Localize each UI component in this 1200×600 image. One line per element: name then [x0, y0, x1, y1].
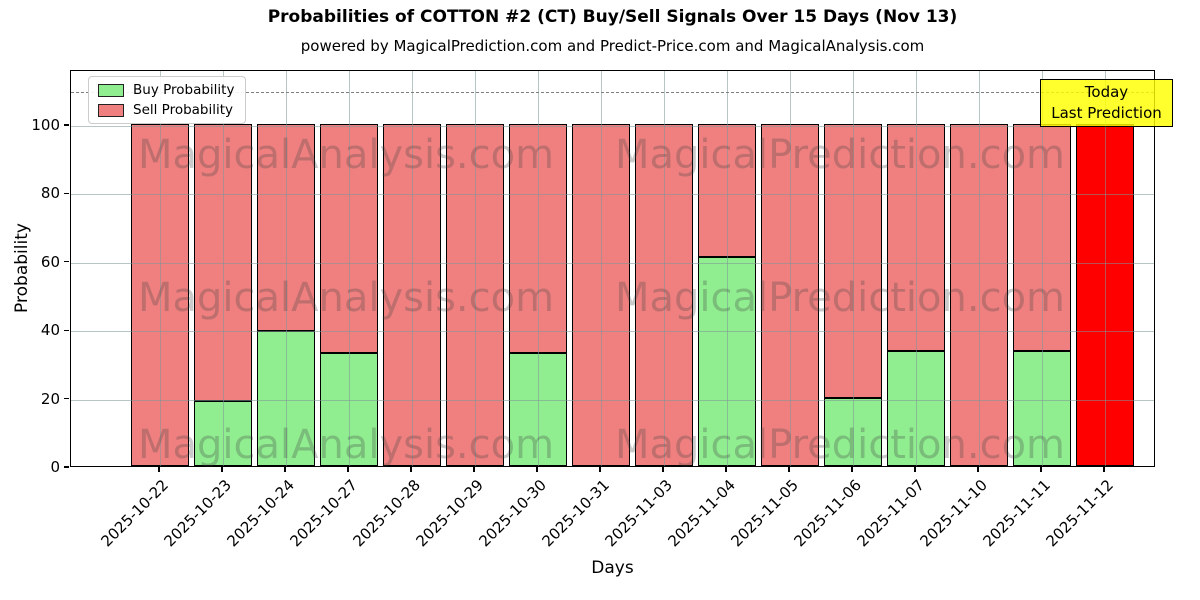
x-gridline: [475, 71, 476, 466]
x-gridline: [790, 71, 791, 466]
y-tick-mark: [64, 192, 69, 195]
x-gridline: [412, 71, 413, 466]
x-tick-mark: [1103, 467, 1105, 472]
x-tick-mark: [977, 467, 979, 472]
x-tick-label: 2025-10-23: [160, 476, 235, 551]
x-tick-label: 2025-10-22: [97, 476, 172, 551]
x-gridline: [664, 71, 665, 466]
y-tick-mark: [64, 397, 69, 400]
x-tick-label: 2025-10-30: [475, 476, 550, 551]
guide-dashed-line: [71, 91, 1154, 93]
y-tick-mark: [64, 466, 69, 468]
x-tick-mark: [536, 467, 538, 472]
y-tick-label: 0: [50, 458, 60, 476]
legend-label: Sell Probability: [133, 102, 234, 118]
legend-item-sell: Sell Probability: [98, 103, 234, 117]
y-gridline: [71, 194, 1154, 196]
x-tick-mark: [725, 467, 727, 472]
x-tick-label: 2025-11-04: [664, 476, 739, 551]
x-gridline: [538, 71, 539, 466]
today-annotation-box: Today Last Prediction: [1040, 79, 1173, 127]
legend-label: Buy Probability: [133, 82, 235, 98]
y-tick-label: 100: [31, 116, 60, 134]
x-tick-mark: [662, 467, 664, 472]
sell-swatch-icon: [98, 103, 124, 117]
y-gridline: [71, 126, 1154, 127]
x-tick-label: 2025-11-10: [916, 476, 991, 551]
x-gridline: [160, 71, 161, 466]
x-axis-label: Days: [591, 558, 634, 578]
chart-title: Probabilities of COTTON #2 (CT) Buy/Sell…: [267, 7, 958, 27]
y-tick-label: 20: [40, 389, 60, 408]
x-tick-label: 2025-10-31: [538, 476, 613, 551]
x-gridline: [223, 71, 224, 466]
x-tick-label: 2025-11-03: [601, 476, 676, 551]
x-tick-mark: [914, 467, 916, 472]
chart-subtitle: powered by MagicalPrediction.com and Pre…: [300, 37, 925, 55]
x-tick-mark: [347, 467, 349, 472]
x-tick-mark: [410, 467, 412, 472]
y-tick-label: 60: [40, 252, 60, 271]
y-tick-mark: [64, 329, 69, 331]
x-tick-mark: [599, 467, 601, 472]
x-gridline: [853, 71, 854, 466]
x-tick-mark: [158, 467, 160, 472]
x-gridline: [916, 71, 917, 466]
x-tick-mark: [1040, 467, 1042, 472]
y-tick-mark: [64, 261, 69, 263]
x-gridline: [979, 71, 980, 466]
x-gridline: [601, 71, 602, 466]
x-tick-label: 2025-10-28: [349, 476, 424, 551]
x-tick-label: 2025-10-24: [223, 476, 298, 551]
y-gridline: [71, 331, 1154, 333]
buy-swatch-icon: [98, 83, 124, 97]
x-gridline: [727, 71, 728, 466]
today-annotation-line2: Last Prediction: [1051, 104, 1162, 122]
x-tick-mark: [284, 467, 286, 472]
y-tick-label: 80: [40, 184, 60, 203]
y-gridline: [71, 399, 1154, 401]
x-tick-label: 2025-11-07: [853, 476, 928, 551]
y-tick-label: 40: [40, 321, 60, 340]
today-annotation-line1: Today: [1084, 83, 1129, 101]
x-tick-label: 2025-11-05: [727, 476, 802, 551]
x-tick-mark: [788, 467, 790, 472]
x-gridline: [349, 71, 350, 466]
x-gridline: [1105, 71, 1106, 466]
x-tick-mark: [851, 467, 853, 472]
x-gridline: [1042, 71, 1043, 466]
plot-area: [70, 70, 1155, 467]
legend: Buy Probability Sell Probability: [88, 76, 247, 124]
x-tick-mark: [473, 467, 475, 472]
x-tick-mark: [221, 467, 223, 472]
x-tick-label: 2025-11-06: [790, 476, 865, 551]
x-gridline: [286, 71, 287, 466]
legend-item-buy: Buy Probability: [98, 83, 234, 97]
y-tick-mark: [64, 124, 69, 126]
x-tick-label: 2025-10-27: [286, 476, 361, 551]
y-gridline: [71, 262, 1154, 264]
x-tick-label: 2025-10-29: [412, 476, 487, 551]
x-tick-label: 2025-11-12: [1042, 476, 1117, 551]
x-tick-label: 2025-11-11: [979, 476, 1054, 551]
